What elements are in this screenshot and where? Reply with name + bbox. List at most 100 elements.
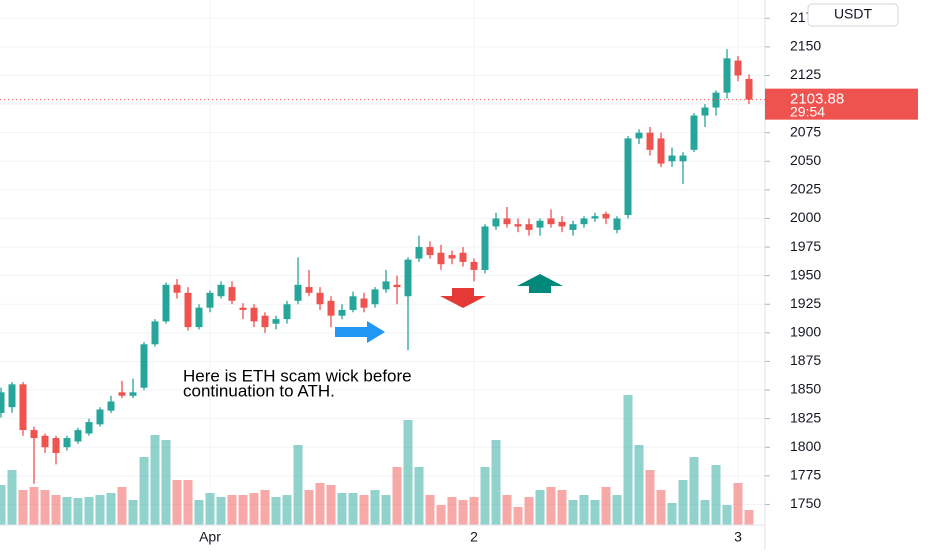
- candle-body: [228, 287, 236, 301]
- candle-body: [613, 218, 621, 230]
- volume-bar: [568, 500, 578, 525]
- y-tick-label: 2000: [790, 209, 821, 225]
- candle-body: [184, 292, 192, 328]
- candle-body: [734, 60, 742, 76]
- time-axis: Apr 2 3: [199, 529, 742, 545]
- candle-body: [206, 292, 214, 308]
- candle-body: [514, 224, 522, 227]
- volume-bar: [700, 500, 710, 525]
- volume-bar: [183, 480, 193, 525]
- volume-bar: [172, 480, 182, 525]
- price-axis: 1750 1775 1800 1825 1850 1875 1900 1925 1950 1975…: [765, 9, 821, 511]
- volume-bar: [348, 493, 358, 525]
- candle-body: [382, 281, 390, 290]
- volume-bar: [436, 505, 446, 525]
- candle-body: [173, 284, 181, 293]
- y-tick-label: 1950: [790, 266, 821, 282]
- volume-bar: [645, 470, 655, 525]
- volume-bar: [315, 483, 325, 525]
- volume-bar: [502, 495, 512, 525]
- candle-body: [41, 435, 49, 448]
- volume-bar: [711, 465, 721, 525]
- last-price-box: [765, 88, 918, 120]
- candle-body: [283, 304, 291, 320]
- volume-bar: [282, 495, 292, 525]
- volume-bar: [546, 487, 556, 525]
- candle-body: [503, 218, 511, 225]
- candle-body: [624, 138, 632, 216]
- volume-bar: [480, 467, 490, 525]
- x-tick-label: Apr: [199, 529, 221, 545]
- y-tick-label: 1850: [790, 381, 821, 397]
- volume-bar: [205, 493, 215, 525]
- y-tick-label: 1800: [790, 438, 821, 454]
- candle-body: [74, 430, 82, 442]
- volume-bar: [458, 500, 468, 525]
- volume-bar: [293, 445, 303, 525]
- volume-bar: [18, 490, 28, 525]
- candle-body: [107, 401, 115, 411]
- candle-body: [195, 307, 203, 328]
- candle-body: [679, 155, 687, 162]
- x-tick-label: 2: [470, 529, 478, 545]
- volume-bar: [128, 500, 138, 525]
- volume-bar: [623, 395, 633, 525]
- volume-bar: [84, 497, 94, 525]
- volume-bar: [326, 485, 336, 525]
- volume-bar: [744, 510, 754, 525]
- y-tick-label: 2150: [790, 38, 821, 54]
- candle-body: [591, 216, 599, 219]
- candle-body: [745, 78, 753, 100]
- y-tick-label: 1900: [790, 324, 821, 340]
- volume-bar: [227, 495, 237, 525]
- candle-body: [118, 392, 126, 396]
- volume-bar: [667, 503, 677, 525]
- volume-bar: [678, 480, 688, 525]
- candle-body: [536, 220, 544, 228]
- candle-body: [239, 307, 247, 310]
- volume-bar: [73, 498, 83, 525]
- volume-bar: [40, 490, 50, 525]
- volume-bar: [634, 445, 644, 525]
- y-tick-label: 1925: [790, 295, 821, 311]
- candle-body: [646, 132, 654, 150]
- annotation-line: continuation to ATH.: [183, 381, 335, 400]
- volume-bar: [447, 497, 457, 525]
- currency-box[interactable]: [807, 3, 899, 27]
- volume-bars: [0, 395, 754, 525]
- volume-bar: [524, 497, 534, 525]
- volume-bar: [51, 495, 61, 525]
- candle-body: [690, 115, 698, 150]
- candles: [0, 49, 753, 484]
- y-tick-label: 2075: [790, 123, 821, 139]
- volume-bar: [0, 485, 6, 525]
- countdown-label: 29:54: [790, 103, 825, 119]
- currency-label[interactable]: USDT: [834, 6, 873, 22]
- volume-bar: [337, 493, 347, 525]
- candle-body: [85, 422, 93, 434]
- candle-body: [415, 247, 423, 259]
- candle-body: [569, 224, 577, 230]
- candle-body: [52, 438, 60, 453]
- candle-body: [602, 213, 610, 219]
- candle-body: [140, 344, 148, 388]
- candle-body: [327, 300, 335, 316]
- candle-body: [162, 284, 170, 322]
- volume-bar: [601, 487, 611, 525]
- volume-bar: [403, 420, 413, 525]
- volume-bar: [612, 495, 622, 525]
- candle-body: [316, 292, 324, 305]
- candle-body: [668, 155, 676, 162]
- volume-bar: [106, 493, 116, 525]
- candle-body: [701, 107, 709, 116]
- y-tick-label: 1825: [790, 409, 821, 425]
- y-tick-label: 1775: [790, 467, 821, 483]
- volume-bar: [161, 440, 171, 525]
- y-tick-label: 2125: [790, 66, 821, 82]
- volume-bar: [414, 467, 424, 525]
- volume-bar: [392, 467, 402, 525]
- candle-body: [547, 218, 555, 225]
- volume-bar: [260, 490, 270, 525]
- candle-body: [525, 224, 533, 230]
